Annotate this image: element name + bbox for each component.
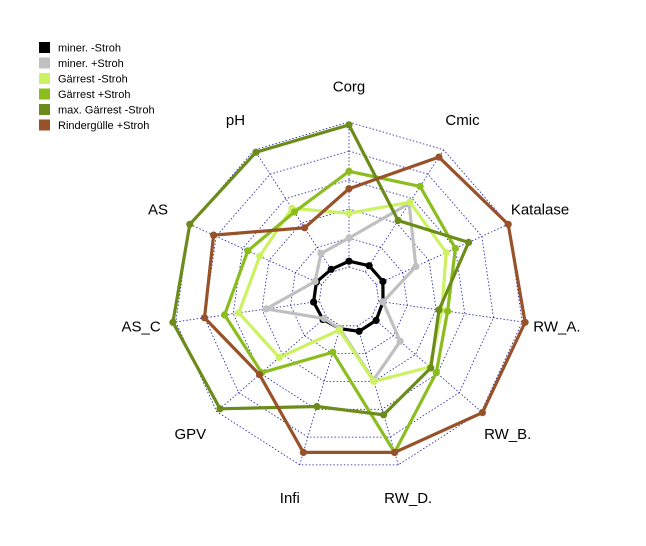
data-point [216,405,224,413]
grid-ring [204,150,494,438]
legend-label: miner. +Stroh [58,58,124,70]
data-point [504,220,512,228]
grid-spoke [175,300,320,323]
legend-label: miner. -Stroh [58,43,121,55]
data-point [262,305,270,313]
data-point [432,369,440,377]
data-point [379,298,387,306]
data-point [416,182,424,190]
legend-label: Rindergülle +Stroh [58,120,149,132]
data-point [256,252,264,260]
data-point [320,314,328,323]
data-point [379,277,387,286]
series-line [171,122,471,417]
legend-entry: Gärrest -Stroh [39,73,128,86]
data-point [355,327,363,335]
legend-label: max. Gärrest -Stroh [58,105,155,117]
grid-ring [318,266,380,327]
data-point [329,348,337,356]
data-point [345,167,353,175]
data-point [210,231,218,239]
axis-labels: Corg Cmic Katalase RW_A. RW_B. RW_D. Infi GPV AS… [122,79,581,508]
data-point [370,377,378,385]
data-point [169,318,177,326]
axis-label: AS [148,201,168,218]
data-point [372,316,380,324]
data-point [365,262,373,270]
data-point [521,318,529,326]
series [169,121,473,419]
axis-label: Katalase [511,201,569,218]
legend-label: Gärrest -Stroh [58,74,128,86]
data-point [290,208,298,216]
data-point [412,262,420,271]
axis-label: AS_C [122,318,161,335]
data-point [255,371,264,379]
axis-label: Cmic [445,112,480,129]
data-point [221,311,229,319]
data-point [313,402,321,411]
data-point [310,298,318,306]
data-point [299,448,307,456]
legend-swatch [39,104,50,115]
data-point [345,121,353,129]
legend-swatch [39,57,50,69]
legend-label: Gärrest +Stroh [58,89,130,101]
legend-entry: Rindergülle +Stroh [39,119,149,132]
legend-swatch [39,73,50,84]
series [200,153,529,456]
data-point [465,238,473,246]
series-line [237,200,448,384]
data-point [301,224,309,232]
data-point [435,306,443,314]
data-point [275,353,283,362]
axis-label: Infi [280,490,300,507]
series [310,257,387,335]
data-point [244,247,252,255]
axis-label: pH [226,112,245,129]
data-point [345,209,353,217]
legend-entry: Gärrest +Stroh [39,88,130,101]
data-point [427,364,435,372]
legend-entry: miner. +Stroh [39,57,124,70]
data-point [435,153,443,161]
data-point [442,249,450,257]
data-point [345,257,353,265]
series-line [202,155,527,454]
data-point [391,448,399,456]
data-point [396,337,404,345]
axis-label: GPV [174,426,206,443]
axis-label: RW_A. [533,318,580,335]
data-point [451,244,459,252]
data-point [200,314,209,322]
legend-swatch [39,88,50,100]
legend-swatch [39,119,50,131]
data-point [235,309,243,317]
data-point [394,216,402,225]
data-point [444,307,452,315]
data-point [252,148,260,156]
data-point [345,234,353,242]
legend-entry: max. Gärrest -Stroh [39,104,155,117]
data-point [478,409,486,417]
data-point [380,411,388,419]
legend-swatch [39,42,50,53]
grid-ring [290,237,408,355]
data-point [335,326,343,334]
axis-label: RW_B. [484,426,531,443]
data-point [406,198,414,206]
radar-series [169,121,529,456]
legend-entry: miner. -Stroh [39,42,121,55]
data-point [327,265,335,273]
data-point [317,249,325,258]
axis-label: RW_D. [384,490,432,507]
data-point [345,185,353,193]
legend: miner. -Stroh miner. +Stroh Gärrest -Stroh… [39,42,155,132]
grid-spoke [357,325,399,466]
data-point [186,220,194,228]
axis-label: Corg [333,79,366,96]
data-point [311,277,319,286]
